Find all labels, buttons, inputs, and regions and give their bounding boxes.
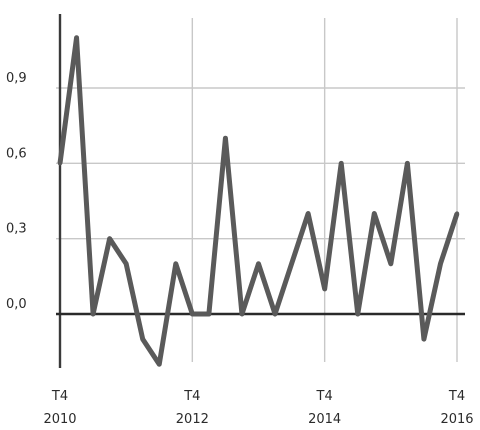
- y-tick-label: 0,0: [6, 297, 27, 312]
- data-point: [322, 286, 327, 292]
- data-point: [289, 261, 294, 266]
- data-point: [305, 211, 311, 216]
- data-point: [405, 161, 410, 166]
- data-point: [190, 311, 195, 317]
- data-point: [123, 261, 129, 266]
- data-point: [421, 336, 427, 342]
- x-tick-labels: T4 2010 T4 2012 T4 2014 T4 2016: [43, 389, 473, 427]
- data-point: [355, 311, 360, 317]
- data-point: [173, 261, 178, 266]
- data-point: [239, 311, 245, 317]
- series-line: [57, 35, 460, 367]
- data-point: [256, 261, 261, 266]
- data-point: [272, 311, 278, 317]
- data-point: [388, 261, 394, 266]
- data-point: [74, 35, 79, 40]
- data-point: [372, 211, 377, 216]
- y-tick-label: 0,9: [6, 71, 27, 86]
- x-tick-label-bottom: 2016: [440, 412, 473, 427]
- data-point: [107, 236, 112, 241]
- y-tick-labels: 0,0 0,3 0,6 0,9: [6, 71, 27, 312]
- data-point: [454, 211, 460, 216]
- x-tick-label-bottom: 2014: [308, 412, 341, 427]
- data-point: [339, 161, 344, 166]
- data-point: [157, 362, 162, 367]
- series-layer: [57, 35, 460, 367]
- data-point: [90, 311, 96, 317]
- x-tick-label-top: T4: [448, 389, 465, 404]
- data-point: [206, 311, 212, 317]
- data-point: [438, 261, 443, 266]
- x-tick-label-top: T4: [316, 389, 333, 404]
- data-point: [223, 136, 228, 141]
- data-point: [140, 336, 145, 342]
- x-tick-label-top: T4: [51, 389, 68, 404]
- y-tick-label: 0,6: [6, 146, 27, 161]
- x-tick-label-top: T4: [183, 389, 200, 404]
- x-tick-label-bottom: 2010: [43, 412, 76, 427]
- x-tick-label-bottom: 2012: [176, 412, 209, 427]
- data-point: [57, 161, 63, 166]
- y-tick-label: 0,3: [6, 222, 27, 237]
